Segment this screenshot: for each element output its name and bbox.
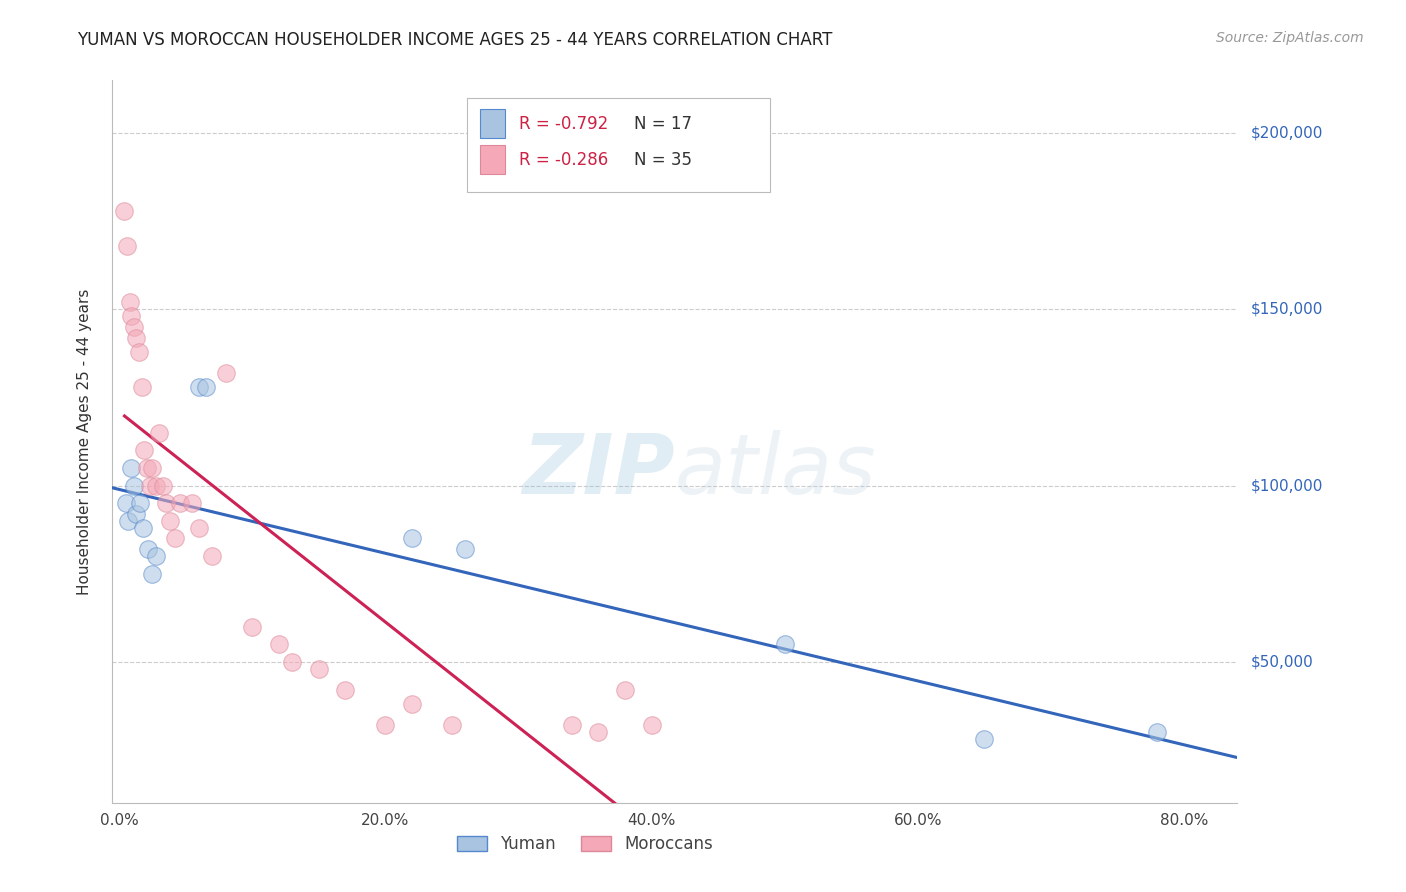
Point (773, 637, 796, 651)
Point (640, 718, 662, 732)
FancyBboxPatch shape (481, 145, 505, 174)
Point (440, 718, 463, 732)
Point (115, 239, 138, 253)
Text: atlas: atlas (675, 430, 876, 511)
Text: $150,000: $150,000 (1251, 301, 1323, 317)
Point (134, 443, 156, 458)
Text: Source: ZipAtlas.com: Source: ZipAtlas.com (1216, 31, 1364, 45)
FancyBboxPatch shape (481, 109, 505, 138)
Point (139, 478, 162, 492)
Point (454, 542, 477, 557)
Point (141, 566, 163, 581)
Point (148, 425, 170, 440)
Point (136, 461, 159, 475)
Point (131, 380, 153, 394)
Point (122, 478, 145, 492)
Text: ZIP: ZIP (522, 430, 675, 511)
Point (118, 295, 141, 310)
Point (145, 549, 167, 563)
Text: N = 35: N = 35 (634, 151, 692, 169)
Point (240, 619, 263, 633)
Point (155, 496, 177, 510)
Point (188, 380, 211, 394)
Point (128, 344, 150, 359)
Y-axis label: Householder Income Ages 25 - 44 years: Householder Income Ages 25 - 44 years (77, 288, 91, 595)
Point (588, 725, 610, 739)
Point (169, 496, 191, 510)
Legend: Yuman, Moroccans: Yuman, Moroccans (450, 828, 720, 860)
Text: R = -0.286: R = -0.286 (519, 151, 607, 169)
Text: $200,000: $200,000 (1251, 126, 1323, 141)
Point (308, 662, 330, 676)
Point (122, 320, 145, 334)
Point (125, 330, 148, 344)
Point (163, 532, 186, 546)
Point (138, 542, 160, 557)
Text: $50,000: $50,000 (1251, 655, 1315, 669)
Point (335, 683, 357, 698)
Point (194, 380, 217, 394)
Point (132, 521, 155, 535)
Point (159, 514, 181, 528)
Point (141, 461, 163, 475)
Point (401, 697, 423, 711)
Text: N = 17: N = 17 (634, 115, 692, 133)
Point (401, 532, 423, 546)
Point (114, 203, 136, 218)
Point (120, 310, 142, 324)
Point (214, 366, 236, 380)
Point (267, 637, 290, 651)
Point (129, 496, 152, 510)
Text: $100,000: $100,000 (1251, 478, 1323, 493)
Point (281, 655, 304, 669)
Point (973, 732, 995, 747)
Text: YUMAN VS MOROCCAN HOUSEHOLDER INCOME AGES 25 - 44 YEARS CORRELATION CHART: YUMAN VS MOROCCAN HOUSEHOLDER INCOME AGE… (77, 31, 832, 49)
Point (613, 683, 636, 698)
Point (1146, 725, 1168, 739)
Text: R = -0.792: R = -0.792 (519, 115, 607, 133)
FancyBboxPatch shape (467, 98, 770, 193)
Point (117, 514, 139, 528)
Point (145, 478, 167, 492)
Point (120, 461, 142, 475)
Point (152, 478, 174, 492)
Point (201, 549, 224, 563)
Point (125, 507, 148, 521)
Point (374, 718, 396, 732)
Point (114, 496, 136, 510)
Point (561, 718, 583, 732)
Point (188, 521, 211, 535)
Point (181, 496, 204, 510)
